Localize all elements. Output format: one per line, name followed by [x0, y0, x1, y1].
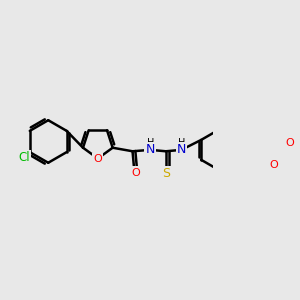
Text: H: H	[147, 138, 154, 148]
Text: S: S	[163, 167, 171, 180]
Text: N: N	[146, 143, 155, 156]
Text: N: N	[177, 143, 186, 156]
Text: O: O	[285, 139, 294, 148]
Text: O: O	[94, 154, 102, 164]
Text: O: O	[132, 167, 140, 178]
Text: O: O	[269, 160, 278, 170]
Text: Cl: Cl	[18, 151, 30, 164]
Text: H: H	[178, 138, 185, 148]
